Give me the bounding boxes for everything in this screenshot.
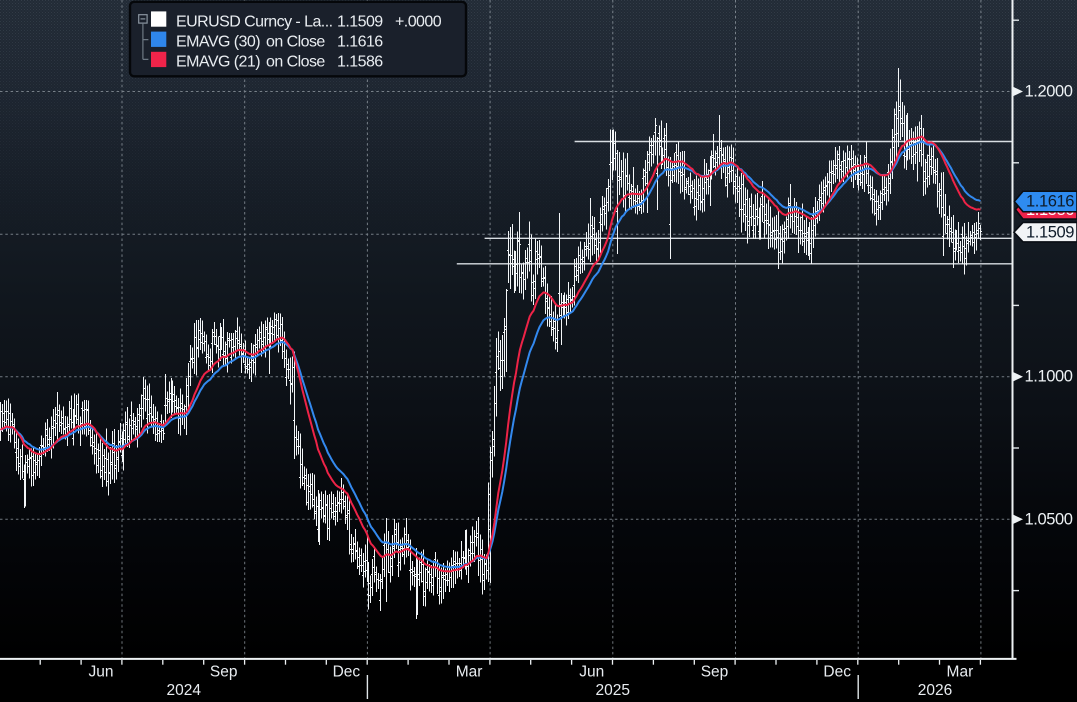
svg-text:1.1509: 1.1509 (337, 13, 383, 30)
svg-text:Mar: Mar (456, 664, 483, 681)
svg-text:1.1586: 1.1586 (337, 54, 383, 71)
svg-text:Mar: Mar (947, 664, 974, 681)
svg-text:1.0500: 1.0500 (1025, 510, 1073, 528)
svg-text:Sep: Sep (701, 664, 729, 681)
svg-text:Sep: Sep (210, 664, 238, 681)
svg-text:Jun: Jun (89, 664, 114, 681)
svg-text:+.0000: +.0000 (395, 13, 442, 30)
svg-text:1.1000: 1.1000 (1025, 368, 1073, 386)
svg-text:EMAVG (30): EMAVG (30) (176, 34, 260, 51)
svg-text:Dec: Dec (823, 664, 851, 681)
svg-text:EURUSD Curncy - La...: EURUSD Curncy - La... (176, 13, 333, 30)
svg-text:1.2000: 1.2000 (1025, 83, 1073, 101)
svg-text:on Close: on Close (266, 34, 325, 51)
svg-text:Jun: Jun (579, 664, 604, 681)
svg-text:EMAVG (21): EMAVG (21) (176, 54, 260, 71)
svg-text:2026: 2026 (918, 682, 952, 699)
svg-text:Dec: Dec (333, 664, 361, 681)
svg-text:on Close: on Close (266, 54, 325, 71)
svg-text:1.1616: 1.1616 (337, 34, 383, 51)
svg-text:1.1509: 1.1509 (1026, 223, 1074, 241)
svg-text:2025: 2025 (596, 682, 630, 699)
svg-text:1.1616: 1.1616 (1026, 193, 1074, 211)
svg-text:2024: 2024 (166, 682, 201, 699)
